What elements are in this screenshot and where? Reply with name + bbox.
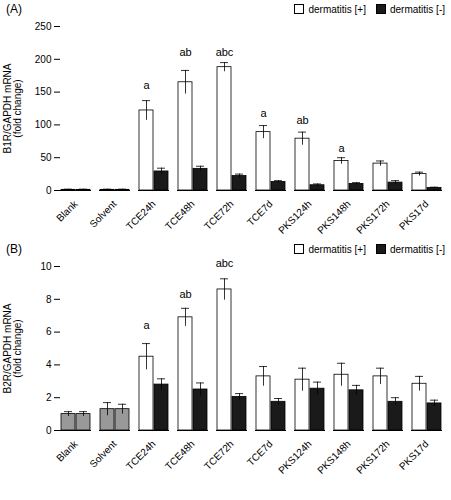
- svg-text:2: 2: [46, 392, 52, 403]
- svg-text:PKS148h: PKS148h: [315, 198, 353, 236]
- svg-text:TCE72h: TCE72h: [202, 198, 236, 232]
- svg-text:TCE72h: TCE72h: [202, 438, 236, 472]
- svg-text:TCE7d: TCE7d: [245, 198, 275, 228]
- svg-text:ab: ab: [296, 114, 308, 126]
- svg-text:TCE24h: TCE24h: [124, 198, 158, 232]
- svg-text:TCE48h: TCE48h: [163, 198, 197, 232]
- html-text:(B): (B): [6, 242, 22, 256]
- svg-text:PKS148h: PKS148h: [315, 438, 353, 476]
- svg-text:Solvent: Solvent: [87, 198, 119, 230]
- svg-text:Blank: Blank: [54, 438, 80, 464]
- svg-text:6: 6: [46, 326, 52, 337]
- svg-text:abc: abc: [216, 258, 234, 269]
- svg-text:a: a: [260, 107, 267, 119]
- svg-text:0: 0: [46, 185, 52, 196]
- svg-text:ab: ab: [179, 288, 191, 300]
- svg-text:4: 4: [46, 359, 52, 370]
- svg-text:Solvent: Solvent: [87, 438, 119, 470]
- svg-text:Blank: Blank: [54, 198, 80, 224]
- svg-text:B1R/GAPDH mRNA(fold change): B1R/GAPDH mRNA(fold change): [2, 63, 23, 153]
- svg-text:100: 100: [35, 119, 52, 130]
- svg-text:PKS124h: PKS124h: [276, 438, 314, 476]
- svg-text:0: 0: [46, 425, 52, 436]
- svg-text:50: 50: [40, 152, 52, 163]
- html-text:dermatitis [+]: dermatitis [+]: [308, 3, 366, 15]
- svg-text:PKS124h: PKS124h: [276, 198, 314, 236]
- svg-text:abc: abc: [216, 46, 234, 58]
- svg-text:TCE7d: TCE7d: [245, 438, 275, 468]
- html-text:dermatitis [-]: dermatitis [-]: [390, 243, 445, 255]
- svg-text:PKS172h: PKS172h: [354, 198, 392, 236]
- svg-text:TCE48h: TCE48h: [163, 438, 197, 472]
- svg-text:PKS172h: PKS172h: [354, 438, 392, 476]
- svg-text:200: 200: [35, 54, 52, 65]
- svg-text:8: 8: [46, 294, 52, 305]
- html-text:(A): (A): [6, 2, 22, 16]
- html-text:dermatitis [+]: dermatitis [+]: [308, 243, 366, 255]
- svg-text:PKS17d: PKS17d: [397, 438, 431, 472]
- svg-text:10: 10: [40, 261, 52, 272]
- svg-text:150: 150: [35, 86, 52, 97]
- svg-text:TCE24h: TCE24h: [124, 438, 158, 472]
- svg-text:B2R/GAPDH mRNA(fold change): B2R/GAPDH mRNA(fold change): [2, 303, 23, 393]
- html-text:dermatitis [-]: dermatitis [-]: [390, 3, 445, 15]
- svg-text:PKS17d: PKS17d: [397, 198, 431, 232]
- svg-text:250: 250: [35, 21, 52, 32]
- svg-text:a: a: [143, 79, 150, 91]
- svg-text:a: a: [338, 142, 345, 154]
- svg-text:a: a: [143, 319, 150, 331]
- svg-text:ab: ab: [179, 46, 191, 58]
